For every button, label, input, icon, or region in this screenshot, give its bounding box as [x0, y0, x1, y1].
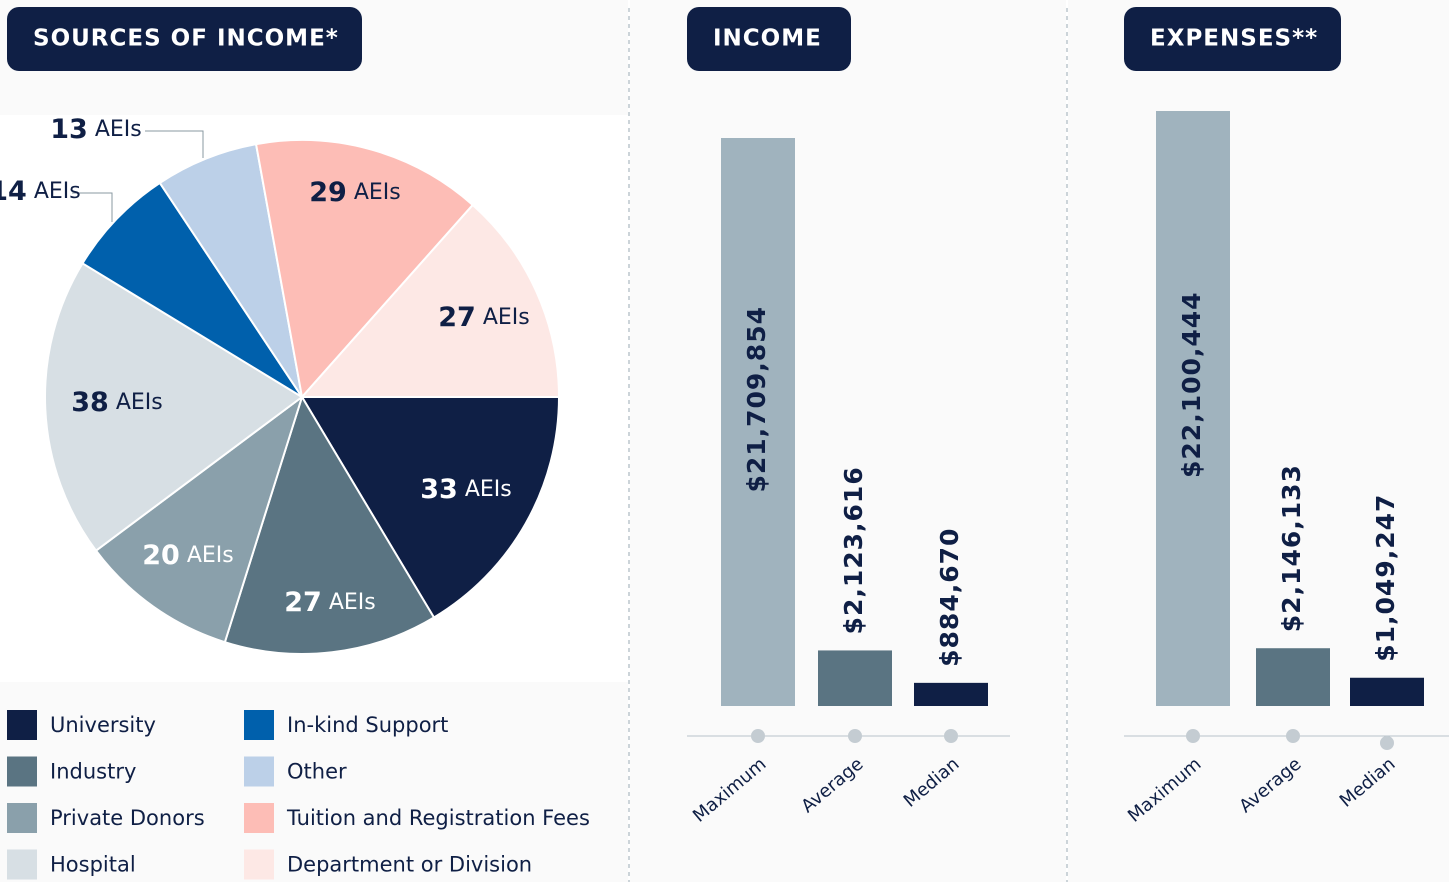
bar: [721, 138, 795, 706]
tick-dot: [1380, 736, 1394, 750]
data-label-unit: AEIs: [465, 477, 512, 502]
pie-slice: [81, 181, 303, 398]
data-label: $884,670: [935, 528, 964, 667]
legend-label: Department or Division: [287, 853, 532, 877]
data-label-value: 27: [284, 587, 322, 618]
title-tab: [1124, 7, 1341, 71]
data-label-value: 38: [71, 387, 109, 418]
tick-dot: [1286, 729, 1300, 743]
legend-label: Industry: [50, 760, 136, 784]
data-label: 27 AEIs: [438, 302, 529, 333]
tick-dot: [751, 729, 765, 743]
legend-label: University: [50, 713, 156, 737]
chart-title: INCOME: [713, 26, 822, 52]
data-label: 38 AEIs: [71, 387, 162, 418]
data-label-unit: AEIs: [329, 590, 376, 615]
bar: [1156, 111, 1230, 706]
data-label-value: 33: [420, 474, 458, 505]
data-label: $21,709,854: [742, 306, 771, 493]
income-panel: [630, 0, 1066, 882]
legend-label: In-kind Support: [287, 713, 448, 737]
data-label-value: 14: [0, 176, 27, 207]
data-label: $2,146,133: [1277, 464, 1306, 632]
data-label-unit: AEIs: [187, 543, 234, 568]
legend-swatch: [7, 756, 37, 787]
legend-swatch: [7, 803, 37, 833]
data-label-unit: AEIs: [34, 179, 81, 204]
pie-slice: [223, 394, 436, 655]
chart-title: EXPENSES**: [1150, 26, 1318, 52]
data-label: 29 AEIs: [309, 177, 400, 208]
legend-label: Private Donors: [50, 806, 205, 830]
data-label: $22,100,444: [1177, 291, 1206, 478]
expenses-panel: [1068, 0, 1449, 882]
data-label-unit: AEIs: [483, 305, 530, 330]
bar: [1256, 648, 1330, 706]
data-label: 27 AEIs: [284, 587, 375, 618]
bar: [818, 650, 892, 706]
tick-dot: [848, 729, 862, 743]
data-label: 13 AEIs: [50, 114, 141, 145]
data-label-value: 29: [309, 177, 347, 208]
data-label-value: 13: [50, 114, 88, 145]
legend-swatch: [7, 710, 37, 740]
title-tab: [687, 7, 851, 71]
legend-swatch: [244, 756, 274, 787]
data-label-value: 20: [142, 540, 180, 571]
legend-label: Tuition and Registration Fees: [286, 806, 590, 830]
data-label-value: 27: [438, 302, 476, 333]
data-label-unit: AEIs: [116, 390, 163, 415]
legend-label: Other: [287, 760, 347, 784]
leader-line: [145, 130, 204, 158]
pie-slice: [299, 203, 561, 398]
data-label: 14 AEIs: [0, 176, 81, 207]
legend-swatch: [244, 710, 274, 740]
pie-slice: [254, 139, 475, 400]
data-label: $1,049,247: [1371, 494, 1400, 662]
chart-title: SOURCES OF INCOME*: [33, 26, 339, 52]
leader-line: [72, 192, 113, 222]
data-label: $2,123,616: [839, 466, 868, 634]
data-label-unit: AEIs: [354, 180, 401, 205]
legend-swatch: [244, 849, 274, 880]
data-label: 20 AEIs: [142, 540, 233, 571]
title-tab: [7, 7, 362, 71]
bar: [1350, 677, 1424, 706]
pie-slice: [300, 396, 561, 619]
pie-slice: [94, 394, 304, 644]
pie-slice: [44, 261, 304, 553]
tick-dot: [944, 729, 958, 743]
legend-swatch: [244, 803, 274, 833]
data-label-unit: AEIs: [95, 117, 142, 142]
bar: [914, 682, 988, 706]
data-label: 33 AEIs: [420, 474, 511, 505]
tick-dot: [1186, 729, 1200, 743]
legend-label: Hospital: [50, 853, 136, 877]
legend-swatch: [7, 849, 37, 880]
